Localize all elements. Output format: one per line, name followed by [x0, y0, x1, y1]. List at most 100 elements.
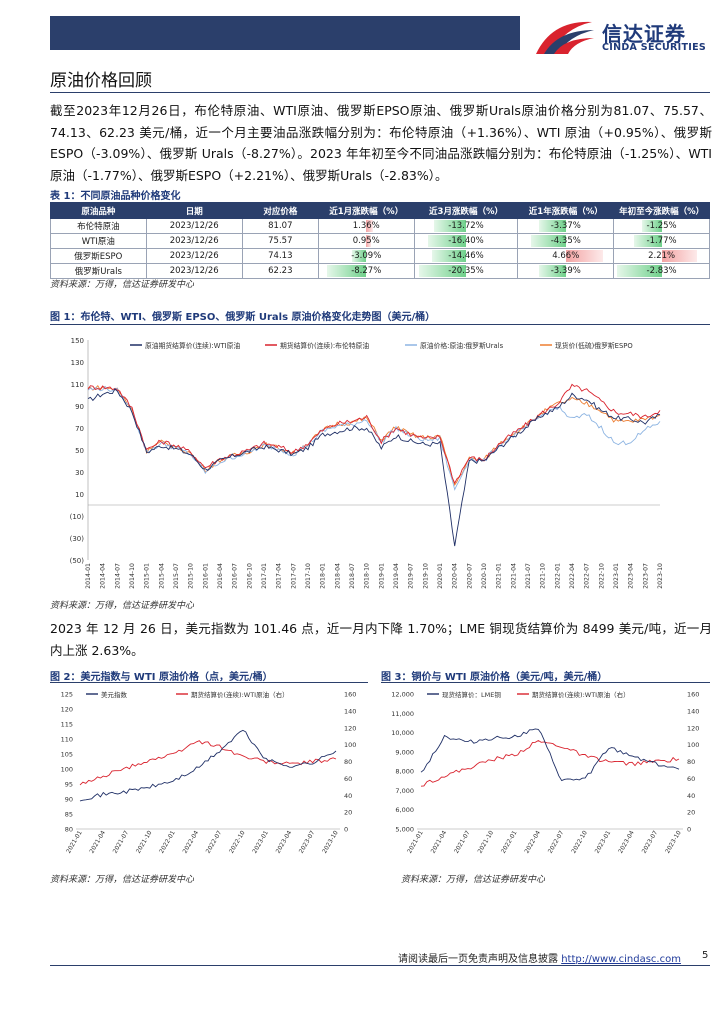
change-bar: [616, 265, 662, 277]
x-tick-label: 2014-07: [114, 563, 121, 589]
legend-label: 美元指数: [101, 690, 128, 699]
x-tick-label: 2014-10: [129, 563, 136, 589]
series-line-3: [87, 384, 661, 487]
table-row: WTI原油 2023/12/26 75.57 0.95% -16.40% -4.35% -1…: [50, 233, 710, 249]
y-right-tick-label: 80: [344, 758, 352, 766]
y-right-tick-label: 20: [687, 809, 695, 817]
table-cell-ytd: -2.83%: [613, 263, 710, 279]
x-tick-label: 2023-10: [657, 563, 664, 589]
x-tick-label: 2023-01: [594, 829, 613, 854]
y-left-tick-label: 11,000: [391, 710, 414, 718]
x-tick-label: 2023-04: [275, 829, 294, 854]
y-left-tick-label: 105: [61, 751, 73, 759]
y-right-tick-label: 100: [687, 741, 699, 749]
y-left-tick-label: 80: [65, 826, 73, 834]
y-right-tick-label: 60: [687, 775, 695, 783]
logo-mark-icon: [536, 21, 594, 54]
table-cell-date: 2023/12/26: [145, 218, 243, 234]
x-tick-label: 2020-07: [466, 563, 473, 589]
x-tick-label: 2023-10: [321, 829, 340, 854]
x-tick-label: 2014-01: [85, 563, 92, 589]
x-tick-label: 2021-04: [88, 829, 107, 854]
x-tick-label: 2022-01: [554, 563, 561, 589]
section-title: 原油价格回顾: [50, 71, 152, 91]
change-value: -14.46%: [448, 251, 484, 261]
x-tick-label: 2019-10: [422, 563, 429, 589]
change-value: -3.37%: [550, 221, 581, 231]
table-cell-name: 俄罗斯ESPO: [50, 248, 147, 264]
figure3-caption: 图 3：铜价与 WTI 原油价格（美元/吨，美元/桶）: [381, 672, 608, 683]
change-bar: [427, 235, 467, 247]
x-tick-label: 2018-01: [320, 563, 327, 589]
figure2-rule: [50, 682, 368, 683]
table-cell-y1: -4.35%: [517, 233, 615, 249]
table-cell-m1: -3.09%: [317, 248, 415, 264]
x-tick-label: 2016-04: [217, 563, 224, 589]
change-value: -1.25%: [646, 221, 677, 231]
table-cell-m3: -20.35%: [413, 263, 519, 279]
change-bar: [661, 250, 697, 262]
y-right-tick-label: 100: [344, 741, 356, 749]
x-tick-label: 2022-10: [570, 829, 589, 854]
table-header: 近1年涨跌幅（%）: [517, 202, 615, 219]
series-line-0: [420, 728, 680, 782]
x-tick-label: 2023-01: [613, 563, 620, 589]
change-value: 1.36%: [352, 221, 380, 231]
series-line-1: [79, 740, 337, 786]
oil-price-chart: 150 130 110 90 70 50 30 10 (10) (30) (50)2014-01 20…: [70, 337, 664, 589]
y-tick-label: 50: [75, 447, 84, 455]
brand-name-en: CINDA SECURITIES: [602, 42, 707, 53]
x-tick-label: 2022-10: [598, 563, 605, 589]
table-cell-name: 俄罗斯Urals: [50, 263, 147, 279]
table1-source: 资料来源：万得，信达证券研发中心: [50, 280, 195, 290]
series-line-0: [79, 729, 337, 802]
y-right-tick-label: 40: [344, 792, 352, 800]
x-tick-label: 2022-07: [584, 563, 591, 589]
table-cell-y1: -3.39%: [517, 263, 615, 279]
change-bar: [366, 235, 371, 247]
table-row: 俄罗斯ESPO 2023/12/26 74.13 -3.09% -14.46% 4.66%…: [50, 248, 710, 264]
change-value: 4.66%: [552, 251, 580, 261]
table-cell-m1: 1.36%: [317, 218, 415, 234]
x-tick-label: 2020-10: [481, 563, 488, 589]
x-tick-label: 2021-07: [453, 829, 472, 854]
y-right-tick-label: 0: [344, 826, 348, 834]
figure3-source: 资料来源：万得，信达证券研发中心: [401, 875, 546, 885]
change-value: -4.35%: [550, 236, 581, 246]
y-left-tick-label: 6,000: [395, 806, 414, 814]
oil-price-table: 原油品种 日期 对应价格 近1月涨跌幅（%） 近3月涨跌幅（%） 近1年涨跌幅（…: [50, 202, 710, 279]
y-left-tick-label: 90: [65, 796, 73, 804]
table-header: 对应价格: [241, 202, 319, 219]
table-header: 日期: [145, 202, 243, 219]
x-tick-label: 2022-01: [500, 829, 519, 854]
x-tick-label: 2017-07: [290, 563, 297, 589]
y-left-tick-label: 100: [61, 766, 73, 774]
y-left-tick-label: 8,000: [395, 768, 414, 776]
x-tick-label: 2016-01: [202, 563, 209, 589]
change-bar: [366, 220, 373, 232]
change-bar: [641, 220, 662, 232]
y-tick-label: 150: [71, 337, 84, 345]
figure2-caption: 图 2：美元指数与 WTI 原油价格（点，美元/桶）: [50, 672, 273, 683]
footer-link[interactable]: http://www.cindasc.com: [561, 954, 681, 965]
figure1-caption: 图 1：布伦特、WTI、俄罗斯 EPSO、俄罗斯 Urals 原油价格变化走势图…: [50, 312, 436, 323]
change-bar: [565, 250, 603, 262]
table-cell-m3: -14.46%: [413, 248, 519, 264]
table-cell-name: WTI原油: [50, 233, 147, 249]
x-tick-label: 2022-04: [569, 563, 576, 589]
change-value: -3.39%: [550, 266, 581, 276]
x-tick-label: 2023-04: [617, 829, 636, 854]
x-tick-label: 2017-10: [305, 563, 312, 589]
table-cell-date: 2023/12/26: [145, 248, 243, 264]
y-left-tick-label: 115: [61, 721, 73, 729]
x-tick-label: 2019-04: [393, 563, 400, 589]
cinda-logo: 信达证券 CINDA SECURITIES: [530, 14, 710, 58]
table-header: 年初至今涨跌幅（%）: [613, 202, 710, 219]
y-tick-label: (10): [70, 513, 85, 521]
y-tick-label: 130: [71, 359, 84, 367]
x-tick-label: 2023-07: [298, 829, 317, 854]
x-tick-label: 2021-10: [477, 829, 496, 854]
y-tick-label: 30: [75, 469, 84, 477]
change-value: -16.40%: [448, 236, 484, 246]
figure3-rule: [381, 682, 710, 683]
